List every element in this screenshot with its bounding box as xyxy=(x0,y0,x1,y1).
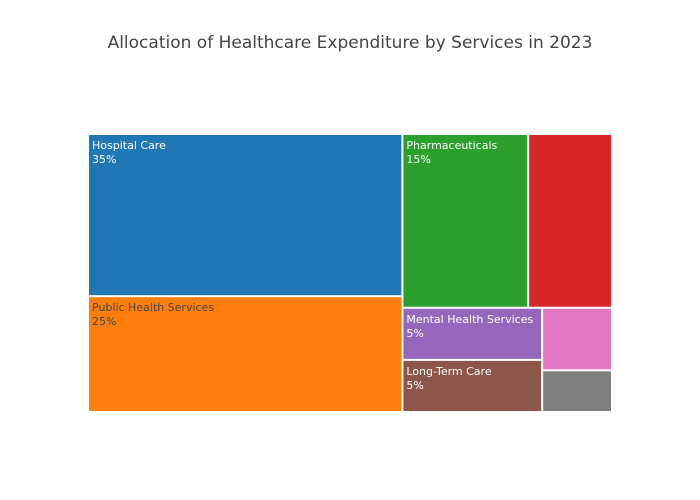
tile-value-pharmaceuticals: 15% xyxy=(406,153,430,166)
tile-unlabeled-7[interactable] xyxy=(543,371,611,411)
tile-long-term-care[interactable] xyxy=(403,360,542,411)
tile-unlabeled-3[interactable] xyxy=(529,135,611,307)
tile-value-public-health-services: 25% xyxy=(92,315,116,328)
tile-value-long-term-care: 5% xyxy=(406,379,423,392)
tile-mental-health-services[interactable] xyxy=(403,308,542,359)
tile-label-public-health-services: Public Health Services xyxy=(92,301,214,314)
tile-public-health-services[interactable] xyxy=(89,297,402,411)
tile-value-mental-health-services: 5% xyxy=(406,327,423,340)
tile-label-long-term-care: Long-Term Care xyxy=(406,365,491,378)
tile-pharmaceuticals[interactable] xyxy=(403,135,528,307)
tile-label-hospital-care: Hospital Care xyxy=(92,139,166,152)
tile-unlabeled-6[interactable] xyxy=(543,308,611,370)
tile-hospital-care[interactable] xyxy=(89,135,402,296)
tile-value-hospital-care: 35% xyxy=(92,153,116,166)
tile-label-pharmaceuticals: Pharmaceuticals xyxy=(406,139,497,152)
chart-title: Allocation of Healthcare Expenditure by … xyxy=(107,33,593,53)
tile-label-mental-health-services: Mental Health Services xyxy=(406,313,533,326)
